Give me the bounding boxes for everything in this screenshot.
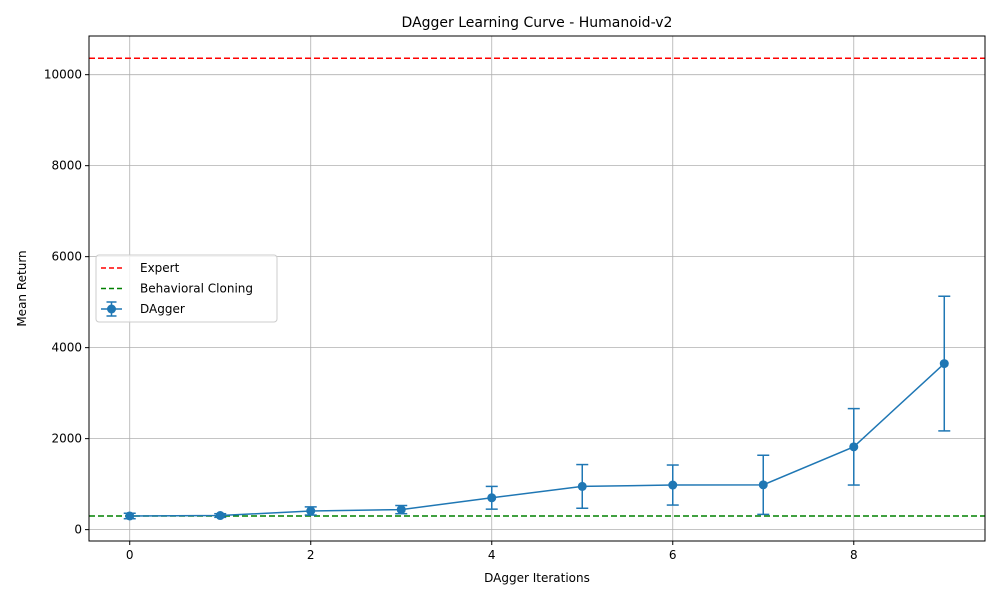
legend-label-behavioral-cloning: Behavioral Cloning	[140, 282, 253, 296]
dagger-point	[939, 359, 949, 369]
y-tick-label: 0	[74, 523, 82, 537]
y-tick-label: 2000	[51, 432, 82, 446]
y-tick-label: 10000	[44, 68, 82, 82]
dagger-point	[668, 480, 678, 490]
x-tick-label: 4	[488, 548, 496, 562]
y-axis-label: Mean Return	[15, 250, 29, 326]
dagger-point	[577, 481, 587, 491]
x-tick-label: 6	[669, 548, 677, 562]
y-tick-label: 8000	[51, 159, 82, 173]
x-tick-label: 0	[126, 548, 134, 562]
dagger-point	[849, 442, 859, 452]
x-tick-label: 2	[307, 548, 315, 562]
legend-label-dagger: DAgger	[140, 302, 185, 316]
legend-box	[95, 254, 278, 323]
dagger-point	[487, 493, 497, 503]
y-axis: 0 2000 4000 6000 8000 10000	[44, 68, 89, 537]
dagger-point	[125, 511, 135, 521]
dagger-point	[215, 511, 225, 521]
axes-frame	[88, 35, 986, 542]
dagger-point	[396, 505, 406, 515]
dagger-line	[129, 363, 945, 517]
y-tick-label: 6000	[51, 250, 82, 264]
legend-swatch-dagger-marker	[107, 304, 116, 314]
legend: Expert Behavioral Cloning DAgger	[95, 254, 278, 323]
legend-label-expert: Expert	[140, 261, 180, 275]
plot-area	[89, 57, 985, 521]
x-axis-label: DAgger Iterations	[484, 571, 590, 585]
x-tick-label: 8	[850, 548, 858, 562]
x-axis: 0 2 4 6 8	[126, 541, 858, 562]
chart-title: DAgger Learning Curve - Humanoid-v2	[402, 15, 673, 31]
dagger-point	[758, 480, 768, 490]
y-tick-label: 4000	[51, 341, 82, 355]
dagger-point	[306, 506, 316, 516]
